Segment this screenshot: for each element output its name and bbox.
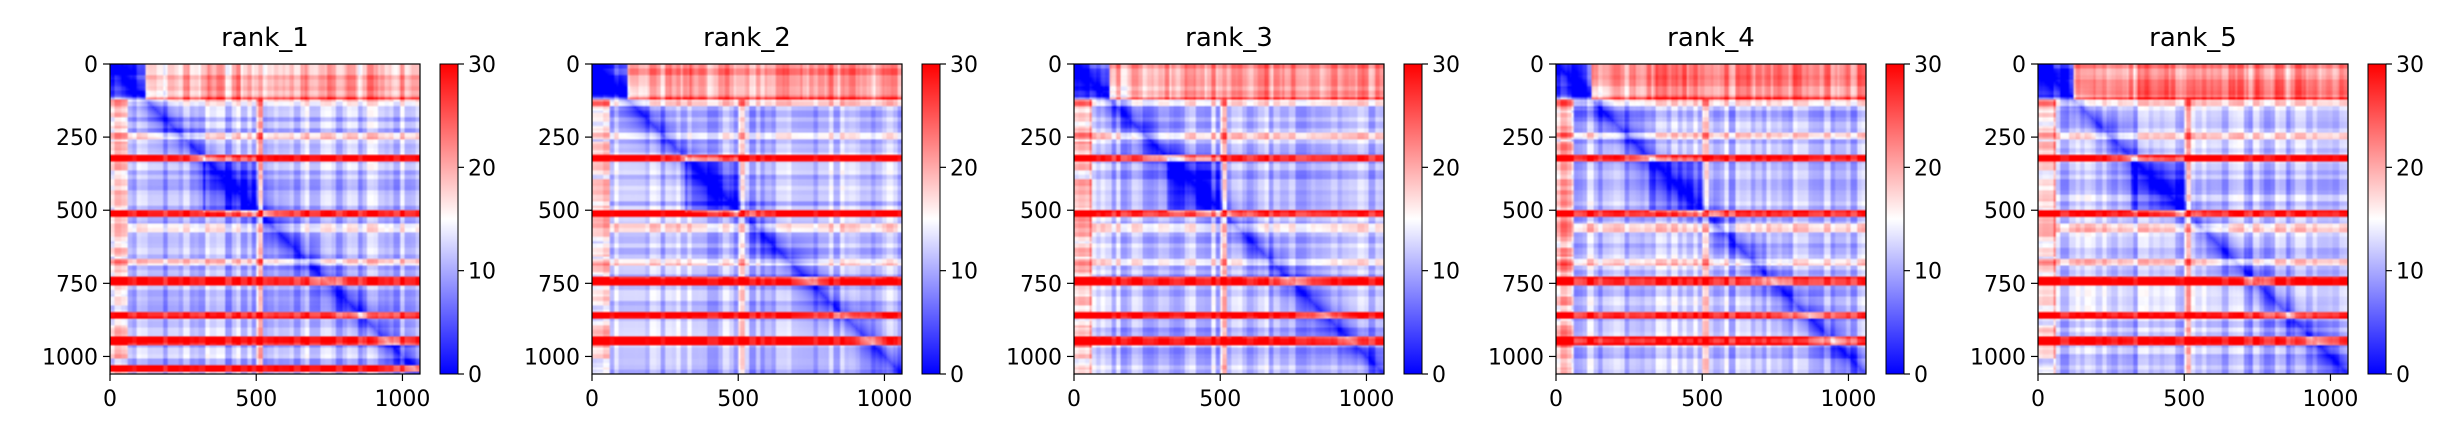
x-tick-label: 0 [1067,387,1081,412]
y-tick-label: 750 [56,272,98,297]
heatmap-image [110,64,420,374]
y-tick-label: 0 [2012,53,2026,78]
colorbar-tick-label: 0 [950,363,964,388]
y-tick-label: 0 [84,53,98,78]
colorbar-tick-label: 0 [468,363,482,388]
colorbar-tick-label: 20 [2396,156,2424,181]
y-tick-label: 250 [538,126,580,151]
y-tick-label: 750 [1020,272,1062,297]
y-tick-label: 1000 [524,345,580,370]
x-tick-label: 500 [2163,387,2205,412]
y-tick-label: 250 [1502,126,1544,151]
colorbar-tick-label: 10 [1914,260,1942,285]
heatmap-image [1556,64,1866,374]
colorbar [1403,63,1423,375]
colorbar-tick-label: 30 [2396,53,2424,78]
x-tick-label: 0 [1549,387,1563,412]
y-tick-label: 500 [1502,199,1544,224]
panel-title: rank_3 [1185,23,1273,53]
y-tick-label: 750 [538,272,580,297]
x-tick-label: 0 [585,387,599,412]
axes-frame [109,63,421,375]
colorbar-tick-label: 10 [1432,260,1460,285]
y-tick-label: 1000 [1488,345,1544,370]
x-tick-label: 0 [2031,387,2045,412]
y-tick-label: 250 [1020,126,1062,151]
colorbar-tick-label: 0 [2396,363,2410,388]
y-tick-label: 1000 [1006,345,1062,370]
colorbar-tick-label: 10 [950,260,978,285]
axes-frame [2037,63,2349,375]
panel-title: rank_1 [221,23,309,53]
colorbar-tick-label: 20 [950,156,978,181]
heatmap-image [592,64,902,374]
colorbar-tick-label: 20 [1914,156,1942,181]
colorbar-tick-label: 10 [468,260,496,285]
colorbar-tick-label: 30 [950,53,978,78]
heatmap-image [2038,64,2348,374]
colorbar-tick-label: 0 [1432,363,1446,388]
x-tick-label: 1000 [2302,387,2358,412]
y-tick-label: 500 [1984,199,2026,224]
y-tick-label: 500 [538,199,580,224]
y-tick-label: 500 [1020,199,1062,224]
y-tick-label: 0 [1048,53,1062,78]
x-tick-label: 500 [235,387,277,412]
axes-frame [591,63,903,375]
colorbar-tick-label: 20 [468,156,496,181]
y-tick-label: 1000 [42,345,98,370]
colorbar [1885,63,1905,375]
y-tick-label: 0 [566,53,580,78]
x-tick-label: 1000 [856,387,912,412]
panel-title: rank_2 [703,23,791,53]
y-tick-label: 0 [1530,53,1544,78]
colorbar [2367,63,2387,375]
y-tick-label: 250 [1984,126,2026,151]
x-tick-label: 500 [1681,387,1723,412]
x-tick-label: 500 [717,387,759,412]
x-tick-label: 1000 [1338,387,1394,412]
colorbar-tick-label: 30 [1432,53,1460,78]
panel-title: rank_5 [2149,23,2237,53]
colorbar-tick-label: 30 [1914,53,1942,78]
axes-frame [1073,63,1385,375]
colorbar [439,63,459,375]
colorbar-tick-label: 20 [1432,156,1460,181]
heatmap-image [1074,64,1384,374]
colorbar [921,63,941,375]
axes-frame [1555,63,1867,375]
y-tick-label: 750 [1502,272,1544,297]
y-tick-label: 1000 [1970,345,2026,370]
panel-title: rank_4 [1667,23,1755,53]
y-tick-label: 500 [56,199,98,224]
y-tick-label: 250 [56,126,98,151]
x-tick-label: 1000 [1820,387,1876,412]
x-tick-label: 500 [1199,387,1241,412]
colorbar-tick-label: 0 [1914,363,1928,388]
y-tick-label: 750 [1984,272,2026,297]
x-tick-label: 1000 [374,387,430,412]
colorbar-tick-label: 10 [2396,260,2424,285]
x-tick-label: 0 [103,387,117,412]
colorbar-tick-label: 30 [468,53,496,78]
